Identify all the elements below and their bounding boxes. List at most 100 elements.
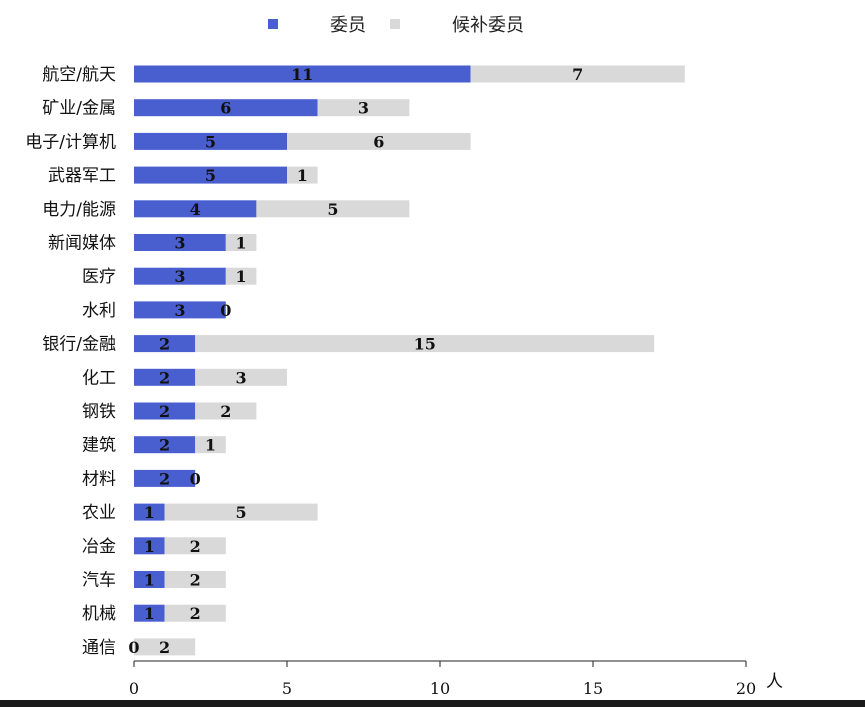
bar-member	[134, 537, 165, 555]
value-label-alternate: 5	[236, 503, 247, 522]
value-label-member: 2	[159, 368, 170, 387]
value-label-alternate: 1	[297, 166, 308, 185]
x-tick-label: 10	[430, 679, 450, 698]
value-label-alternate: 7	[572, 65, 583, 84]
legend-swatch-member	[268, 19, 278, 29]
value-label-alternate: 6	[373, 132, 384, 151]
value-label-member: 1	[144, 571, 155, 590]
value-label-member: 5	[205, 132, 216, 151]
bar-alternate	[225, 267, 257, 285]
value-label-member: 5	[205, 166, 216, 185]
bar-member	[134, 402, 196, 420]
category-label: 航空/航天	[42, 65, 116, 85]
bar-member	[134, 234, 226, 251]
bar-member	[134, 132, 287, 150]
bottom-border	[0, 700, 865, 707]
bar-alternate	[470, 65, 685, 83]
x-axis: 0 5 10 15 20 人	[129, 660, 783, 698]
value-label-member: 4	[190, 200, 201, 219]
bar-member	[134, 469, 196, 487]
category-label: 汽车	[82, 571, 116, 591]
value-label-member: 11	[291, 65, 313, 84]
bar-alternate	[134, 638, 196, 656]
category-label: 农业	[82, 503, 116, 523]
category-label: 矿业/金属	[42, 99, 116, 119]
bar-member	[134, 200, 257, 218]
value-label-alternate: 0	[190, 469, 201, 488]
category-label: 通信	[82, 638, 116, 658]
value-label-alternate: 3	[358, 99, 369, 118]
value-label-alternate: 2	[190, 571, 201, 590]
category-label: 医疗	[82, 267, 116, 287]
bar-alternate	[195, 335, 655, 353]
bar-member	[134, 301, 226, 319]
category-label: 电子/计算机	[25, 132, 116, 152]
value-label-member: 1	[144, 503, 155, 522]
category-label: 电力/能源	[42, 200, 116, 220]
value-label-member: 0	[128, 638, 139, 657]
bar-member	[134, 571, 165, 588]
category-label: 武器军工	[48, 166, 116, 186]
bar-member	[134, 335, 196, 353]
bar-member	[134, 65, 471, 83]
bar-alternate	[256, 200, 410, 218]
bar-alternate	[164, 537, 226, 555]
value-label-alternate: 2	[190, 604, 201, 623]
value-label-member: 2	[159, 402, 170, 421]
bar-alternate	[164, 571, 226, 588]
legend-label-member: 委员	[330, 15, 366, 36]
x-unit-label: 人	[766, 672, 783, 692]
x-tick-label: 5	[282, 679, 292, 698]
value-label-member: 6	[220, 99, 231, 118]
value-label-alternate: 1	[205, 436, 216, 455]
value-label-member: 3	[174, 234, 185, 253]
bar-alternate	[164, 604, 226, 622]
legend: 委员 候补委员	[268, 15, 524, 36]
value-label-alternate: 1	[236, 234, 247, 253]
value-label-member: 2	[159, 335, 170, 354]
bar-member	[134, 267, 226, 285]
x-tick-label: 20	[736, 679, 756, 698]
bar-member	[134, 604, 165, 622]
value-label-member: 3	[174, 267, 185, 286]
value-label-member: 2	[159, 436, 170, 455]
value-label-member: 3	[174, 301, 185, 320]
value-label-alternate: 15	[414, 335, 436, 354]
bar-alternate	[287, 166, 318, 184]
bars	[134, 65, 685, 656]
value-labels: 11 76 35 65 14 53 13 13 02 152 32 22 12 01 51 21 21 20 2	[128, 65, 583, 657]
bar-member	[134, 503, 165, 521]
category-label: 新闻媒体	[48, 234, 116, 254]
bar-alternate	[317, 99, 410, 117]
value-label-alternate: 1	[236, 267, 247, 286]
bar-alternate	[225, 234, 257, 251]
category-label: 冶金	[82, 537, 116, 557]
bar-alternate	[164, 503, 318, 521]
value-label-alternate: 3	[236, 368, 247, 387]
bar-member	[134, 368, 196, 386]
x-tick-label: 15	[583, 679, 603, 698]
category-label: 水利	[82, 301, 116, 321]
bar-alternate	[195, 436, 226, 454]
legend-label-alternate: 候补委员	[452, 15, 524, 36]
value-label-alternate: 2	[190, 537, 201, 556]
category-label: 化工	[82, 368, 116, 388]
x-tick-label: 0	[129, 679, 139, 698]
bar-alternate	[195, 368, 287, 386]
value-label-alternate: 5	[327, 200, 338, 219]
category-label: 机械	[82, 604, 116, 624]
bar-alternate	[195, 402, 257, 420]
value-label-alternate: 2	[220, 402, 231, 421]
category-label: 钢铁	[82, 402, 116, 422]
bar-alternate	[287, 132, 471, 150]
value-label-member: 1	[144, 537, 155, 556]
bar-member	[134, 99, 318, 117]
category-label: 材料	[82, 469, 116, 489]
category-labels: 航空/航天矿业/金属电子/计算机武器军工电力/能源新闻媒体医疗水利银行/金融化工…	[25, 65, 116, 658]
bar-member	[134, 166, 287, 184]
category-label: 建筑	[82, 436, 116, 456]
value-label-alternate: 2	[159, 638, 170, 657]
value-label-member: 2	[159, 469, 170, 488]
